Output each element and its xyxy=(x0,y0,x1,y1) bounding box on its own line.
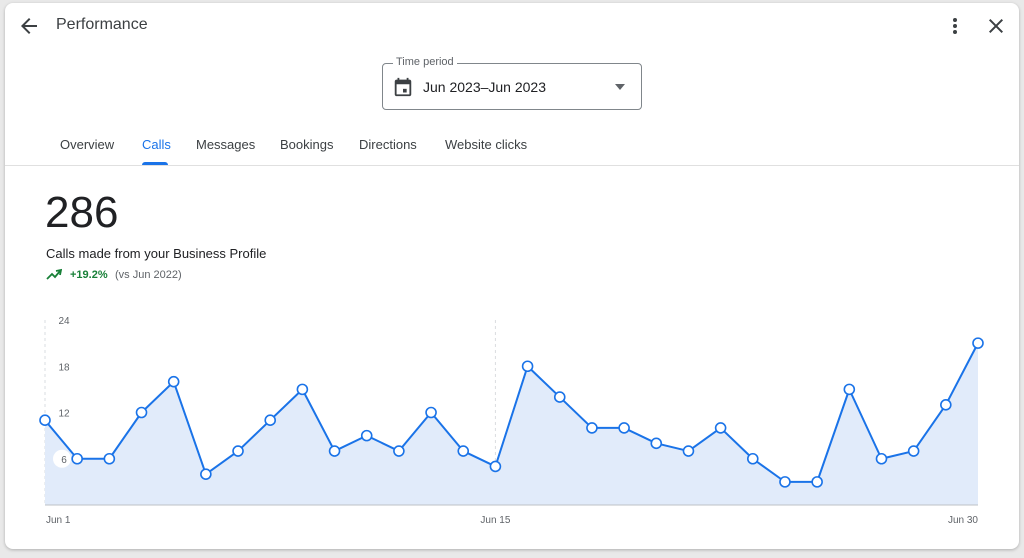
chart-point xyxy=(521,360,534,373)
chart-point xyxy=(586,422,598,434)
chart-point xyxy=(843,383,856,396)
performance-dialog: Performance Time period Jun 2023–Jun 202… xyxy=(5,3,1019,549)
more-vert-icon xyxy=(953,18,957,34)
chart-point xyxy=(714,422,727,434)
chart-point xyxy=(907,445,920,457)
chart-point xyxy=(264,414,277,427)
chart-point xyxy=(940,398,952,411)
close-icon xyxy=(989,19,1003,33)
tab-bookings[interactable]: Bookings xyxy=(280,137,334,152)
tab-website-clicks[interactable]: Website clicks xyxy=(445,137,528,152)
close-button[interactable] xyxy=(984,14,1008,38)
chart-area xyxy=(45,343,978,505)
page-title: Performance xyxy=(56,16,148,33)
chart-point xyxy=(232,445,244,457)
time-period-label: Time period xyxy=(393,56,457,68)
chart-point xyxy=(103,452,116,465)
chart-point xyxy=(39,414,51,427)
calls-total: 286 xyxy=(45,188,119,237)
y-tick-label: 12 xyxy=(58,409,70,420)
chart-point xyxy=(296,383,309,396)
arrow-back-icon xyxy=(21,18,37,34)
trending-up-icon xyxy=(46,268,62,280)
chart-point xyxy=(135,406,148,419)
metric-description: Calls made from your Business Profile xyxy=(46,246,267,261)
y-tick-label: 6 xyxy=(61,455,67,466)
back-button[interactable] xyxy=(17,14,41,38)
chart-point xyxy=(425,406,437,419)
chart-point xyxy=(875,452,888,465)
tab-messages[interactable]: Messages xyxy=(196,137,256,152)
chart-point xyxy=(360,429,373,442)
chart-point xyxy=(167,375,180,388)
trend-comparison: (vs Jun 2022) xyxy=(115,269,182,281)
chart-point xyxy=(746,452,759,465)
chart-point xyxy=(811,476,823,488)
calls-chart: 24 18 12 6 Jun 1 Jun 15 Jun 30 xyxy=(39,316,984,526)
chart-point xyxy=(779,476,791,488)
chart-point xyxy=(553,391,566,403)
time-period-select[interactable]: Time period Jun 2023–Jun 2023 xyxy=(382,56,642,110)
x-tick-label: Jun 30 xyxy=(948,515,978,526)
tab-overview[interactable]: Overview xyxy=(60,137,115,152)
chart-point xyxy=(328,445,341,457)
trend-change: +19.2% xyxy=(70,269,108,281)
calendar-icon xyxy=(394,77,412,97)
chart-point xyxy=(457,445,470,457)
x-tick-label: Jun 1 xyxy=(46,515,71,526)
dropdown-arrow-icon xyxy=(615,84,625,90)
chart-point xyxy=(682,445,695,457)
y-tick-badge xyxy=(53,449,71,468)
more-options-button[interactable] xyxy=(943,14,967,38)
chart-point xyxy=(71,452,83,465)
tab-calls[interactable]: Calls xyxy=(142,137,171,152)
chart-point xyxy=(972,337,984,349)
active-tab-indicator xyxy=(142,162,168,165)
chart-point xyxy=(393,445,405,457)
y-tick-label: 24 xyxy=(58,316,70,327)
tab-directions[interactable]: Directions xyxy=(359,137,417,152)
metric-tabs: Overview Calls Messages Bookings Directi… xyxy=(5,125,1019,166)
dialog-header: Performance xyxy=(5,3,1019,49)
chart-point xyxy=(200,468,212,480)
chart-line xyxy=(44,342,979,483)
chart-point xyxy=(618,422,630,434)
x-tick-label: Jun 15 xyxy=(480,515,510,526)
y-tick-label: 18 xyxy=(58,362,70,373)
chart-point xyxy=(650,437,663,450)
chart-point xyxy=(489,460,502,473)
time-period-value: Jun 2023–Jun 2023 xyxy=(423,79,546,95)
